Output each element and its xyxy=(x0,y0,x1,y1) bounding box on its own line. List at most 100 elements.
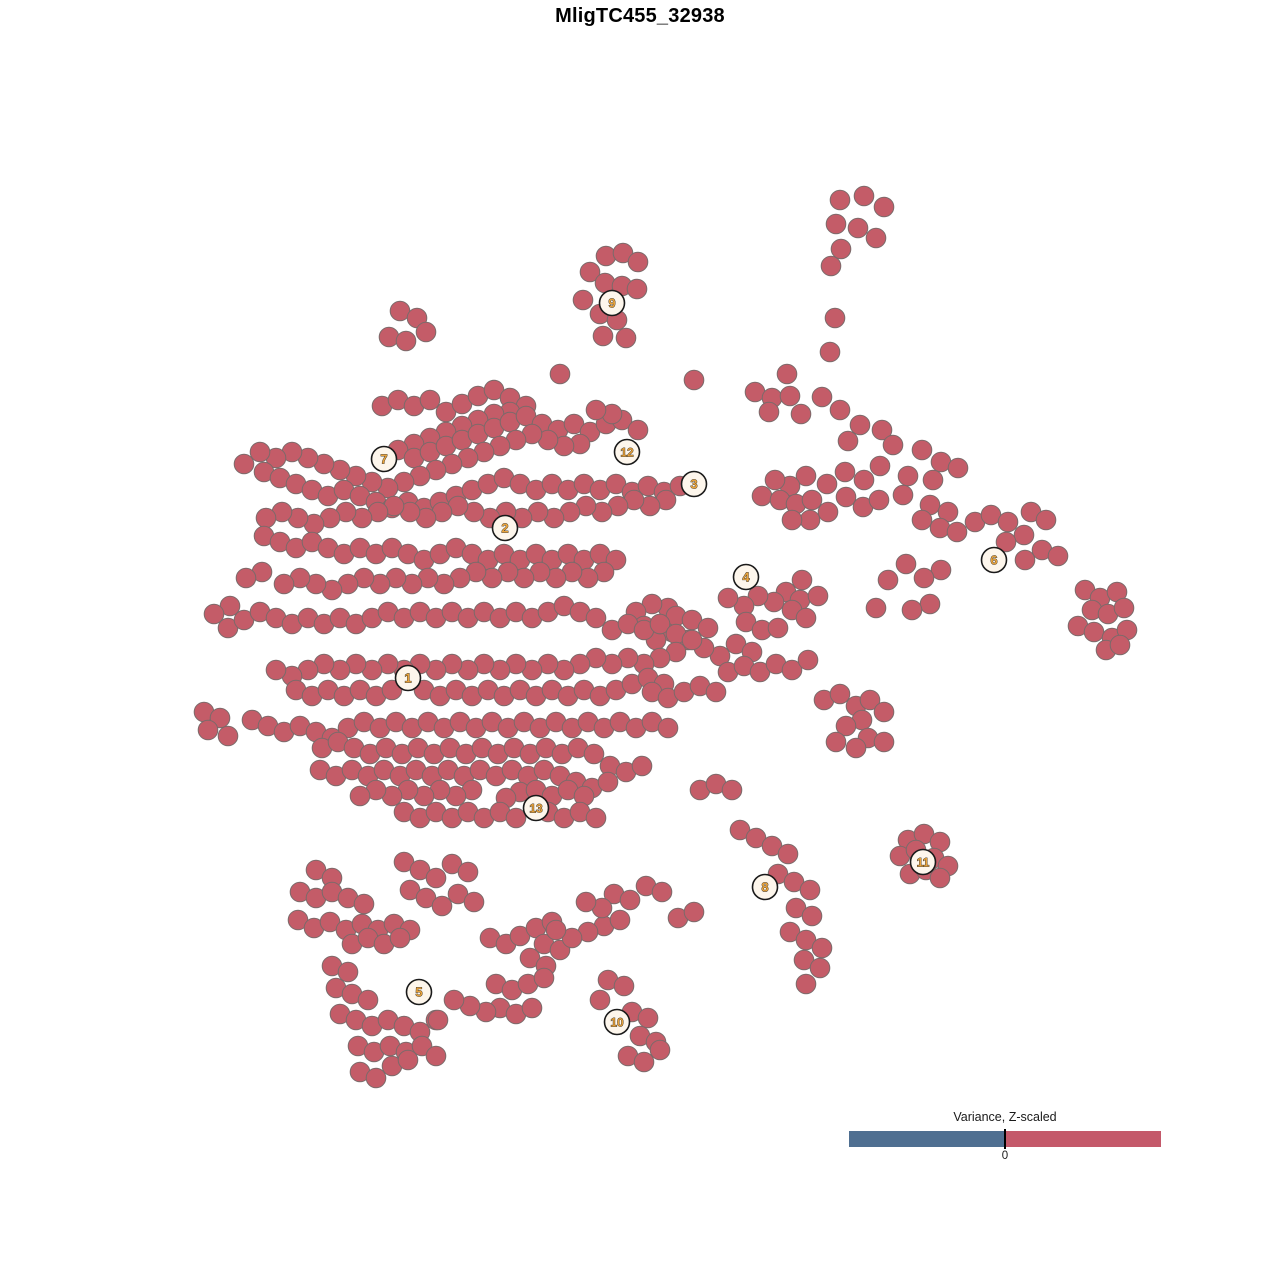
labeled-network-node[interactable]: 10 xyxy=(603,1008,631,1036)
network-node[interactable] xyxy=(834,461,856,483)
network-node[interactable] xyxy=(1109,634,1131,656)
labeled-network-node[interactable]: 8 xyxy=(751,873,779,901)
network-node[interactable] xyxy=(776,363,798,385)
network-node[interactable] xyxy=(809,957,831,979)
network-node[interactable] xyxy=(697,617,719,639)
network-node[interactable] xyxy=(824,307,846,329)
network-node[interactable] xyxy=(922,469,944,491)
network-node[interactable] xyxy=(649,1039,671,1061)
network-node[interactable] xyxy=(829,189,851,211)
network-node[interactable] xyxy=(681,629,703,651)
network-node[interactable] xyxy=(946,521,968,543)
network-node[interactable] xyxy=(930,559,952,581)
network-node[interactable] xyxy=(830,238,852,260)
network-node[interactable] xyxy=(683,901,705,923)
network-node[interactable] xyxy=(1047,545,1069,567)
network-node[interactable] xyxy=(443,989,465,1011)
network-node[interactable] xyxy=(217,725,239,747)
network-node[interactable] xyxy=(835,715,857,737)
network-node[interactable] xyxy=(777,843,799,865)
network-node[interactable] xyxy=(865,597,887,619)
network-node[interactable] xyxy=(758,401,780,423)
network-node[interactable] xyxy=(592,325,614,347)
network-node[interactable] xyxy=(572,289,594,311)
network-node[interactable] xyxy=(799,879,821,901)
network-node[interactable] xyxy=(849,414,871,436)
network-node[interactable] xyxy=(395,330,417,352)
network-node[interactable] xyxy=(637,1007,659,1029)
labeled-network-node[interactable]: 5 xyxy=(405,978,433,1006)
network-node[interactable] xyxy=(585,807,607,829)
network-node[interactable] xyxy=(837,430,859,452)
network-node[interactable] xyxy=(929,867,951,889)
network-node[interactable] xyxy=(897,465,919,487)
network-node[interactable] xyxy=(868,489,890,511)
labeled-network-node[interactable]: 2 xyxy=(491,514,519,542)
network-node[interactable] xyxy=(463,891,485,913)
network-node[interactable] xyxy=(627,419,649,441)
network-node[interactable] xyxy=(717,587,739,609)
network-node[interactable] xyxy=(357,989,379,1011)
network-node[interactable] xyxy=(419,389,441,411)
network-node[interactable] xyxy=(579,261,601,283)
network-node[interactable] xyxy=(415,321,437,343)
network-node[interactable] xyxy=(911,509,933,531)
labeled-network-node[interactable]: 4 xyxy=(732,563,760,591)
network-node[interactable] xyxy=(197,719,219,741)
network-node[interactable] xyxy=(877,569,899,591)
network-node[interactable] xyxy=(585,399,607,421)
network-node[interactable] xyxy=(859,689,881,711)
network-node[interactable] xyxy=(583,743,605,765)
network-node[interactable] xyxy=(801,905,823,927)
network-node[interactable] xyxy=(779,385,801,407)
network-node[interactable] xyxy=(901,599,923,621)
network-node[interactable] xyxy=(683,369,705,391)
network-node[interactable] xyxy=(767,617,789,639)
network-node[interactable] xyxy=(353,893,375,915)
network-node[interactable] xyxy=(797,649,819,671)
network-node[interactable] xyxy=(235,567,257,589)
network-node[interactable] xyxy=(249,441,271,463)
network-node[interactable] xyxy=(853,469,875,491)
network-node[interactable] xyxy=(619,889,641,911)
network-node[interactable] xyxy=(521,997,543,1019)
network-node[interactable] xyxy=(657,717,679,739)
network-node[interactable] xyxy=(651,881,673,903)
network-node[interactable] xyxy=(801,489,823,511)
network-node[interactable] xyxy=(597,771,619,793)
network-node[interactable] xyxy=(816,473,838,495)
network-node[interactable] xyxy=(585,607,607,629)
network-node[interactable] xyxy=(892,484,914,506)
network-node[interactable] xyxy=(378,326,400,348)
network-node[interactable] xyxy=(615,327,637,349)
labeled-network-node[interactable]: 11 xyxy=(909,848,937,876)
network-node[interactable] xyxy=(365,1067,387,1089)
network-node[interactable] xyxy=(425,1045,447,1067)
network-node[interactable] xyxy=(817,501,839,523)
network-node[interactable] xyxy=(427,1009,449,1031)
network-node[interactable] xyxy=(847,217,869,239)
network-node[interactable] xyxy=(626,278,648,300)
network-node[interactable] xyxy=(203,603,225,625)
network-node[interactable] xyxy=(631,755,653,777)
network-node[interactable] xyxy=(649,613,671,635)
network-node[interactable] xyxy=(1035,509,1057,531)
network-node[interactable] xyxy=(790,403,812,425)
network-node[interactable] xyxy=(795,607,817,629)
network-node[interactable] xyxy=(882,434,904,456)
network-node[interactable] xyxy=(595,245,617,267)
network-node[interactable] xyxy=(873,196,895,218)
network-node[interactable] xyxy=(337,961,359,983)
network-node[interactable] xyxy=(265,659,287,681)
network-node[interactable] xyxy=(911,439,933,461)
network-node[interactable] xyxy=(1013,524,1035,546)
network-node[interactable] xyxy=(505,807,527,829)
network-node[interactable] xyxy=(431,895,453,917)
network-node[interactable] xyxy=(751,485,773,507)
network-node[interactable] xyxy=(612,242,634,264)
network-node[interactable] xyxy=(764,469,786,491)
network-node[interactable] xyxy=(627,251,649,273)
labeled-network-node[interactable]: 7 xyxy=(370,445,398,473)
network-node[interactable] xyxy=(895,553,917,575)
